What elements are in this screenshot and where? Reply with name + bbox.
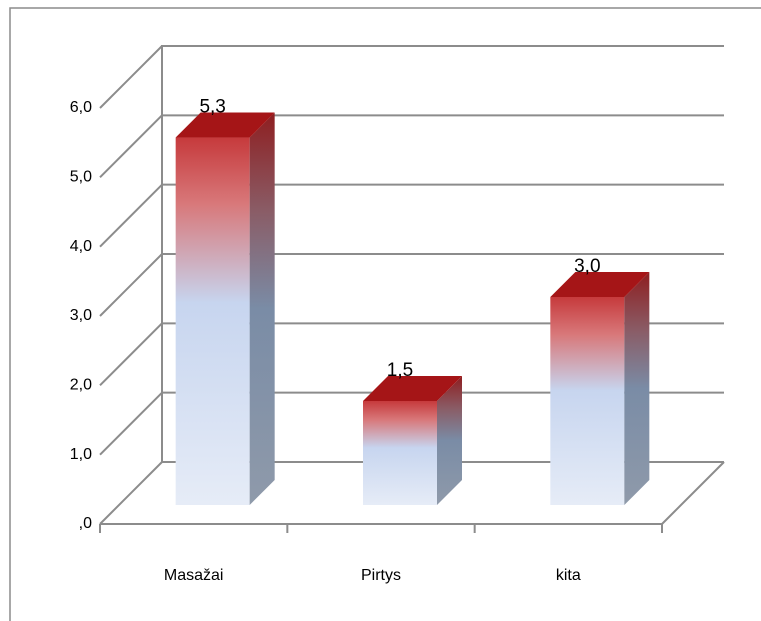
grid-line-side — [99, 253, 163, 317]
y-tick-label: 1,0 — [70, 446, 92, 463]
grid-line-side — [99, 322, 163, 387]
y-tick-label: 3,0 — [70, 307, 92, 324]
bar-top — [175, 112, 275, 138]
x-tick-label: kita — [556, 567, 581, 584]
bar-top — [363, 376, 462, 401]
value-label: 5,3 — [199, 97, 225, 118]
y-tick-label: 2,0 — [70, 377, 92, 394]
bar-side — [624, 272, 650, 505]
value-label: 1,5 — [387, 360, 413, 381]
bar — [175, 137, 250, 506]
grid-line-side — [99, 45, 163, 109]
bar-top — [550, 272, 650, 297]
bar-side — [249, 112, 275, 506]
bar — [363, 401, 437, 505]
grid-line-side — [99, 183, 163, 248]
grid-line-side — [99, 114, 163, 179]
bar-side — [437, 376, 462, 505]
y-tick-label: 4,0 — [70, 238, 92, 255]
y-tick-label: ,0 — [79, 515, 92, 532]
y-tick-label: 6,0 — [70, 99, 92, 116]
x-tick-label: Masažai — [164, 567, 224, 584]
bar — [550, 297, 625, 505]
y-tick-label: 5,0 — [70, 169, 92, 186]
grid-line-side — [99, 391, 163, 456]
grid-line-side — [99, 461, 163, 525]
x-tick-label: Pirtys — [361, 567, 401, 584]
frame — [9, 7, 761, 621]
value-label: 3,0 — [574, 256, 600, 277]
floor-right — [661, 461, 725, 525]
